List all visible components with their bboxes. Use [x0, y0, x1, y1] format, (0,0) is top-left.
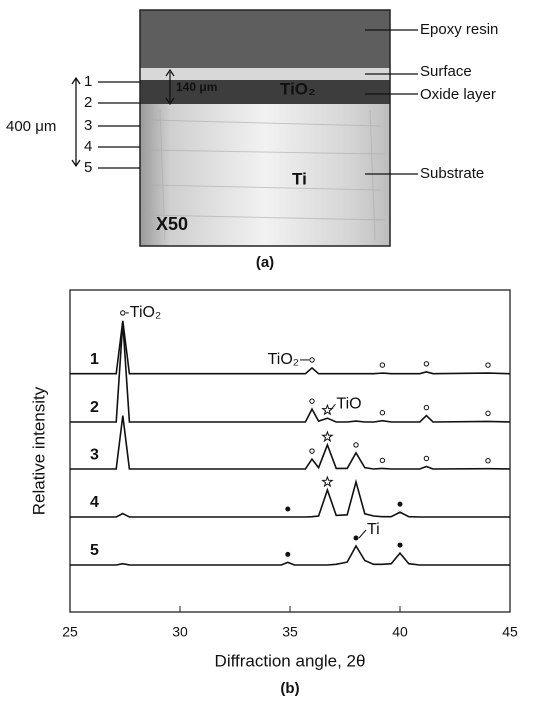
layer-label: Substrate: [420, 165, 484, 182]
tio2-marker: [485, 362, 491, 368]
ti-marker: [285, 551, 291, 557]
oxide-thickness: 140 μm: [176, 80, 217, 94]
series-label: 5: [90, 542, 99, 559]
x-tick-label: 25: [62, 624, 78, 640]
micrograph-frame: [139, 9, 391, 247]
tio2-marker: [379, 410, 386, 416]
tio-marker: [321, 403, 334, 416]
tio2-marker: [353, 442, 359, 448]
x-axis-label: Diffraction angle, 2θ: [215, 651, 366, 670]
tio2-marker: [309, 398, 315, 404]
magnification: X50: [156, 214, 188, 234]
substrate-layer: [140, 104, 390, 246]
layer-label: Surface: [420, 63, 472, 80]
y-axis-label: Relative intensity: [29, 386, 48, 515]
caption: (b): [280, 680, 299, 697]
pattern-line: [70, 322, 511, 423]
phase-label: TiO₂: [280, 79, 316, 98]
tio-marker: [321, 430, 334, 443]
depth-mark: 2: [84, 94, 92, 111]
tio2-marker: [423, 404, 430, 411]
depth-mark: 1: [84, 73, 92, 90]
annotation-lead: [330, 403, 336, 411]
x-tick-label: 45: [502, 624, 518, 640]
tio2-marker: [485, 458, 491, 464]
pattern-line: [70, 544, 510, 566]
pattern-line: [70, 478, 510, 518]
annotation-lead: [358, 529, 367, 539]
tio2-marker: [309, 357, 315, 363]
tio2-marker: [423, 361, 430, 367]
series-label: 1: [90, 351, 99, 368]
phase-label: Ti: [292, 169, 307, 188]
annotation: Ti: [367, 521, 380, 538]
depth-mark: 4: [84, 138, 92, 155]
arrow-heads: [165, 68, 175, 106]
depth-mark: 5: [84, 159, 92, 176]
x-tick-label: 30: [172, 624, 188, 640]
depth-mark: 3: [84, 117, 92, 134]
micrograph: 140 μm TiO₂ Ti X50: [139, 9, 391, 247]
depth-span: 400 μm: [6, 118, 56, 135]
ti-marker: [397, 501, 403, 507]
tio2-marker: [379, 457, 386, 464]
tio2-marker: [379, 362, 386, 368]
depth-leads: [71, 76, 140, 169]
oxide-layer: [140, 80, 390, 106]
tio2-marker: [485, 410, 491, 417]
texture: [144, 109, 386, 241]
caption: (a): [256, 254, 274, 271]
tio2-marker: [423, 455, 430, 462]
series-label: 3: [90, 446, 99, 463]
x-tick-label: 35: [282, 624, 298, 640]
ti-marker: [353, 535, 359, 541]
annotation: TiO₂: [130, 304, 161, 321]
layer-label: Epoxy resin: [420, 21, 498, 38]
layer-label: Oxide layer: [420, 86, 496, 103]
ti-marker: [285, 506, 291, 512]
series-label: 4: [90, 494, 99, 511]
tio-marker: [321, 475, 334, 488]
layer-leads: [365, 29, 418, 175]
tio2-marker: [120, 310, 126, 316]
tio2-marker: [309, 448, 315, 454]
pattern-line: [70, 320, 511, 375]
epoxy-layer: [140, 10, 390, 70]
annotation: TiO₂: [268, 351, 299, 368]
surface-layer: [140, 68, 390, 80]
pattern-line: [70, 415, 511, 470]
series-label: 2: [90, 399, 99, 416]
ti-marker: [397, 542, 403, 548]
x-tick-label: 40: [392, 624, 408, 640]
annotation: TiO: [336, 395, 361, 412]
